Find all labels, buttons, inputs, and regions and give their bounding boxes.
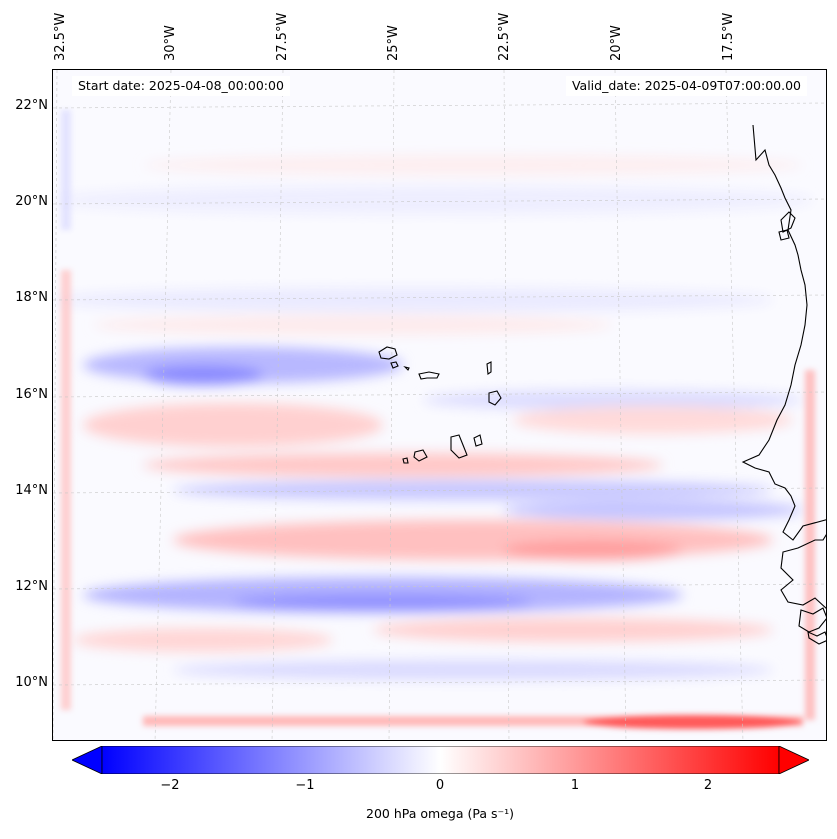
coastline — [741, 124, 826, 645]
lat-label-12n: 12°N — [15, 579, 48, 594]
island-santa-luzia — [403, 365, 410, 371]
colorbar-label: 200 hPa omega (Pa s⁻¹) — [366, 806, 514, 821]
omega-band-blue-10n — [173, 660, 773, 680]
gambia-senegal-coastline — [780, 534, 826, 609]
map-panel — [52, 69, 827, 741]
omega-band-blue-north — [53, 186, 813, 214]
colorbar-extend-min — [72, 746, 103, 774]
island-santo-antao — [378, 346, 398, 360]
lon-label-32-5w: 32.5°W — [53, 12, 68, 61]
lat-label-10n: 10°N — [15, 675, 48, 690]
parallel-10n — [53, 679, 826, 686]
africa-coastline — [741, 124, 826, 541]
lon-label-30w: 30°W — [163, 25, 178, 61]
island-maio — [473, 434, 483, 447]
island-sal — [486, 361, 492, 375]
lat-label-22n: 22°N — [15, 98, 48, 113]
omega-band-red-north — [143, 155, 803, 175]
omega-core-red-13n — [503, 540, 683, 560]
cape-verde-islands — [378, 346, 502, 464]
omega-band-red-13n — [173, 520, 773, 560]
omega-band-red-11n-east — [373, 618, 773, 642]
cbar-tick-0: 0 — [435, 778, 445, 793]
lat-label-14n: 14°N — [15, 483, 48, 498]
island-sao-nicolau — [418, 371, 440, 380]
cbar-tick-minus1: −1 — [295, 778, 315, 793]
omega-field-map — [53, 70, 826, 740]
omega-edges — [61, 110, 815, 729]
omega-band-blue-16n-east — [423, 390, 803, 410]
coastal-island-north-2 — [778, 229, 790, 241]
island-sao-vicente — [390, 361, 399, 369]
omega-core-blue-12n — [233, 594, 533, 610]
meridian-20w — [614, 70, 627, 740]
meridian-30w — [154, 70, 172, 740]
bissagos-islets — [807, 631, 826, 645]
island-fogo — [413, 449, 428, 462]
meridian-27-5w — [271, 70, 284, 740]
omega-edge-right — [805, 370, 815, 720]
island-boa-vista — [488, 390, 502, 406]
omega-core-blue-16n — [143, 365, 263, 385]
start-date-label: Start date: 2025-04-08_00:00:00 — [72, 76, 290, 96]
omega-edge-left — [61, 270, 71, 710]
graticule — [53, 70, 826, 740]
omega-band-red-17n — [93, 315, 613, 335]
omega-band-blue-13-5n — [503, 500, 803, 520]
omega-edge-top-left — [61, 110, 71, 230]
parallel-22n — [53, 102, 826, 109]
island-brava — [402, 457, 409, 464]
lat-label-16n: 16°N — [15, 387, 48, 402]
meridian-32-5w — [53, 70, 58, 740]
meridian-25w — [388, 70, 395, 740]
omega-band-red-15n — [83, 403, 383, 447]
meridian-22-5w — [503, 70, 510, 740]
bissagos-islands — [798, 607, 826, 633]
omega-core-red-south — [583, 715, 803, 729]
lon-label-17-5w: 17.5°W — [721, 12, 736, 61]
colorbar-extend-max — [778, 746, 809, 774]
omega-band-red-14n — [143, 453, 663, 477]
omega-band-blue-18n — [53, 288, 773, 312]
meridian-17-5w — [725, 70, 744, 740]
omega-band-red-south — [143, 716, 803, 726]
omega-shading — [53, 155, 813, 680]
cbar-tick-minus2: −2 — [160, 778, 180, 793]
cbar-tick-1: 1 — [570, 778, 580, 793]
colorbar — [72, 746, 809, 774]
coastal-island-north — [780, 211, 796, 233]
lat-label-18n: 18°N — [15, 290, 48, 305]
lat-label-20n: 20°N — [15, 194, 48, 209]
island-santiago — [450, 434, 468, 459]
lon-label-20w: 20°W — [609, 25, 624, 61]
omega-band-red-15n-east — [513, 406, 793, 434]
lon-label-25w: 25°W — [386, 25, 401, 61]
valid-date-label: Valid_date: 2025-04-09T07:00:00.00 — [565, 76, 807, 96]
lon-label-22-5w: 22.5°W — [497, 12, 512, 61]
colorbar-body — [101, 746, 780, 774]
cbar-tick-2: 2 — [703, 778, 713, 793]
lon-label-27-5w: 27.5°W — [275, 12, 290, 61]
omega-band-red-11n — [73, 628, 333, 652]
